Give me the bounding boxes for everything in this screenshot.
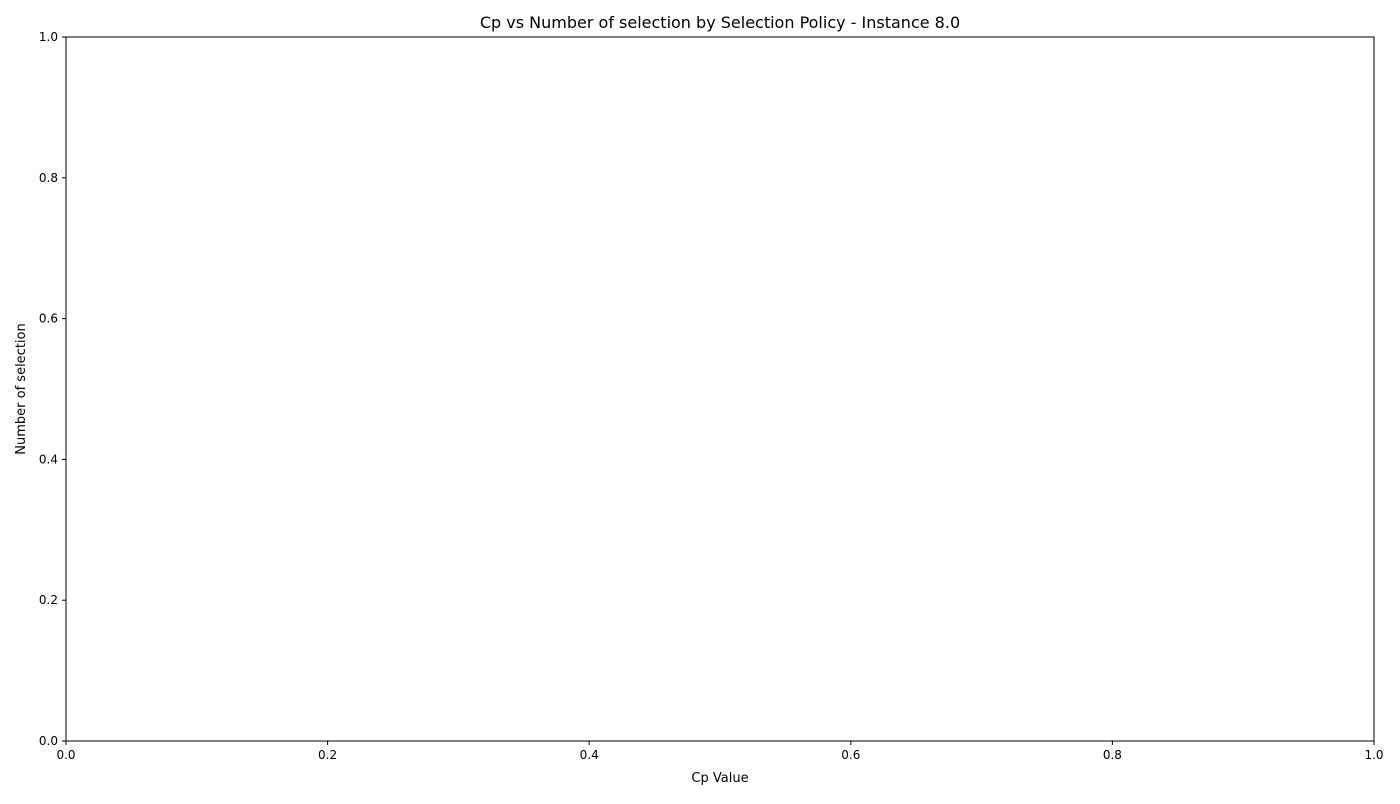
- plot-area-frame: [65, 36, 1375, 742]
- y-tick-label: 0.2: [39, 593, 58, 607]
- y-tick-label: 0.4: [39, 452, 58, 466]
- y-tick-label: 0.8: [39, 171, 58, 185]
- x-tick-label: 0.6: [841, 748, 860, 762]
- x-axis-label: Cp Value: [691, 771, 748, 786]
- x-tick-label: 0.0: [56, 748, 75, 762]
- y-tick-label: 0.6: [39, 312, 58, 326]
- y-axis-label: Number of selection: [14, 323, 29, 454]
- x-axis-ticks: 0.0 0.2 0.4 0.6 0.8 1.0: [56, 741, 1384, 762]
- x-tick-label: 0.2: [318, 748, 337, 762]
- y-axis-ticks: 0.0 0.2 0.4 0.6 0.8 1.0: [39, 30, 66, 748]
- x-tick-label: 0.8: [1103, 748, 1122, 762]
- y-tick-label: 1.0: [39, 30, 58, 44]
- y-tick-label: 0.0: [39, 734, 58, 748]
- x-tick-label: 1.0: [1364, 748, 1383, 762]
- x-tick-label: 0.4: [580, 748, 599, 762]
- chart-title: Cp vs Number of selection by Selection P…: [480, 13, 960, 32]
